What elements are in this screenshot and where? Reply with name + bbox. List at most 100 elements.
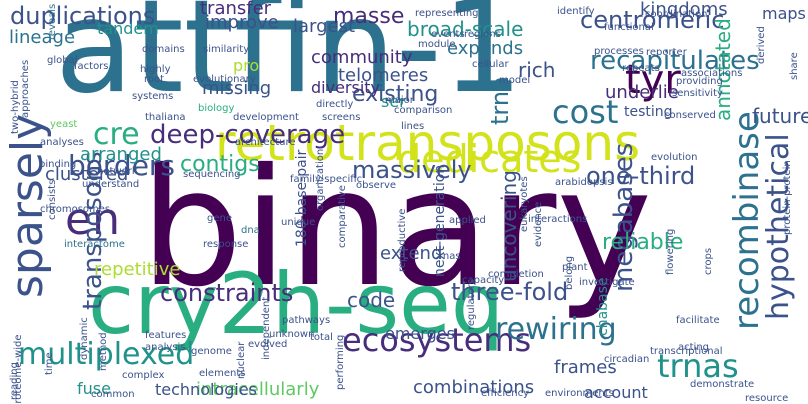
word-123: time [44, 352, 55, 375]
word-139: pathways [282, 315, 331, 326]
word-52: ser [381, 92, 406, 111]
word-22: one-third [586, 162, 696, 190]
word-131: common [91, 389, 135, 400]
word-130: complex [122, 370, 165, 381]
word-51: pro [233, 56, 260, 75]
word-127: analysis [145, 342, 186, 353]
word-105: reproductive [397, 208, 408, 272]
word-34: expands [447, 38, 524, 59]
word-13: recapitulates [590, 46, 760, 76]
word-156: associations [681, 68, 743, 79]
word-1: binary [140, 135, 653, 323]
word-15: trnas [657, 347, 739, 385]
word-115: flowering [665, 228, 676, 275]
word-90: sequencing [183, 169, 241, 180]
word-7: tyr [625, 57, 681, 103]
word-72: root [144, 74, 165, 85]
word-147: events [431, 29, 465, 40]
word-161: comparison [394, 105, 453, 116]
word-135: nuclear [236, 341, 247, 379]
word-11: duplications [10, 2, 156, 30]
word-164: model [499, 75, 531, 86]
word-76: reveals [47, 3, 58, 40]
word-21: cost [552, 93, 619, 131]
word-81: biology [198, 103, 235, 114]
word-25: massively [352, 156, 472, 184]
word-114: investigate [579, 277, 635, 288]
word-151: cellular [472, 59, 509, 70]
word-65: 180-base-pair [294, 149, 310, 247]
word-24: contigs [180, 152, 260, 177]
word-148: regions [464, 29, 501, 40]
word-165: directly [316, 99, 354, 110]
word-54: repetitive [94, 259, 181, 280]
word-96: consists [47, 179, 58, 220]
word-38: lineage [9, 27, 76, 48]
word-19: constraints [160, 279, 294, 307]
word-128: genome [191, 346, 232, 357]
word-70: evolutionary [193, 74, 256, 85]
word-57: emerges [385, 324, 455, 343]
word-133: unknown [269, 329, 315, 340]
word-0: attfin-1 [55, 0, 524, 122]
word-111: evidence [533, 201, 544, 247]
word-2: cry2h-seq [88, 255, 505, 353]
word-100: dna [241, 225, 260, 236]
word-66: testing [624, 104, 673, 120]
word-40: improve [205, 12, 279, 33]
word-61: technologies [155, 380, 257, 399]
word-82: development [233, 112, 299, 123]
word-18: deep-coverage [150, 120, 346, 150]
word-33: existing [352, 82, 439, 107]
word-44: rich [518, 58, 556, 82]
word-63: account [584, 383, 648, 402]
word-32: community [311, 47, 413, 68]
word-10: multiplexed [18, 337, 195, 372]
word-77: approaches [20, 59, 31, 118]
word-60: intracellularly [196, 379, 320, 400]
word-116: crops [703, 247, 714, 275]
word-55: arranged [80, 144, 162, 165]
word-117: acting [678, 342, 710, 353]
word-89: network [97, 166, 138, 177]
word-145: identify [557, 6, 595, 17]
word-56: extend [380, 243, 443, 264]
word-83: architecture [235, 137, 296, 148]
word-41: largest [293, 16, 356, 37]
word-79: systems [132, 91, 174, 102]
word-157: providing [676, 76, 723, 87]
word-110: interactions [528, 214, 588, 225]
word-118: facilitate [676, 315, 720, 326]
word-106: rnas [439, 251, 461, 262]
word-49: diversity [311, 78, 381, 97]
word-91: family-specific [290, 174, 363, 185]
word-28: three-fold [451, 278, 569, 306]
word-162: major [385, 95, 414, 106]
word-73: domains [142, 44, 185, 55]
word-84: screens [322, 112, 361, 123]
word-143: demonstrate [690, 379, 755, 390]
word-29: code [347, 288, 396, 312]
word-48: maps [762, 4, 806, 23]
word-113: plant [562, 262, 588, 273]
word-17: rewiring [495, 312, 617, 347]
word-124: dynamic [79, 317, 90, 360]
word-99: unique [281, 217, 316, 228]
word-152: processes [594, 46, 644, 57]
word-9: ecosystems [342, 321, 532, 359]
word-153: reporter [646, 47, 687, 58]
word-98: gene [207, 213, 232, 224]
word-45: underlie [605, 82, 679, 103]
word-155: derived [756, 26, 767, 64]
word-14: borders [68, 149, 176, 182]
word-37: masse [333, 4, 405, 29]
word-5: dedicates [397, 137, 582, 181]
word-26: megabases [609, 142, 639, 292]
word-93: arabidopsis [555, 177, 613, 188]
word-120: protein-protein [782, 160, 793, 235]
word-53: clustered [45, 164, 129, 185]
word-134: independent [261, 296, 272, 360]
word-87: binding [39, 159, 77, 170]
word-125: method [98, 332, 109, 371]
